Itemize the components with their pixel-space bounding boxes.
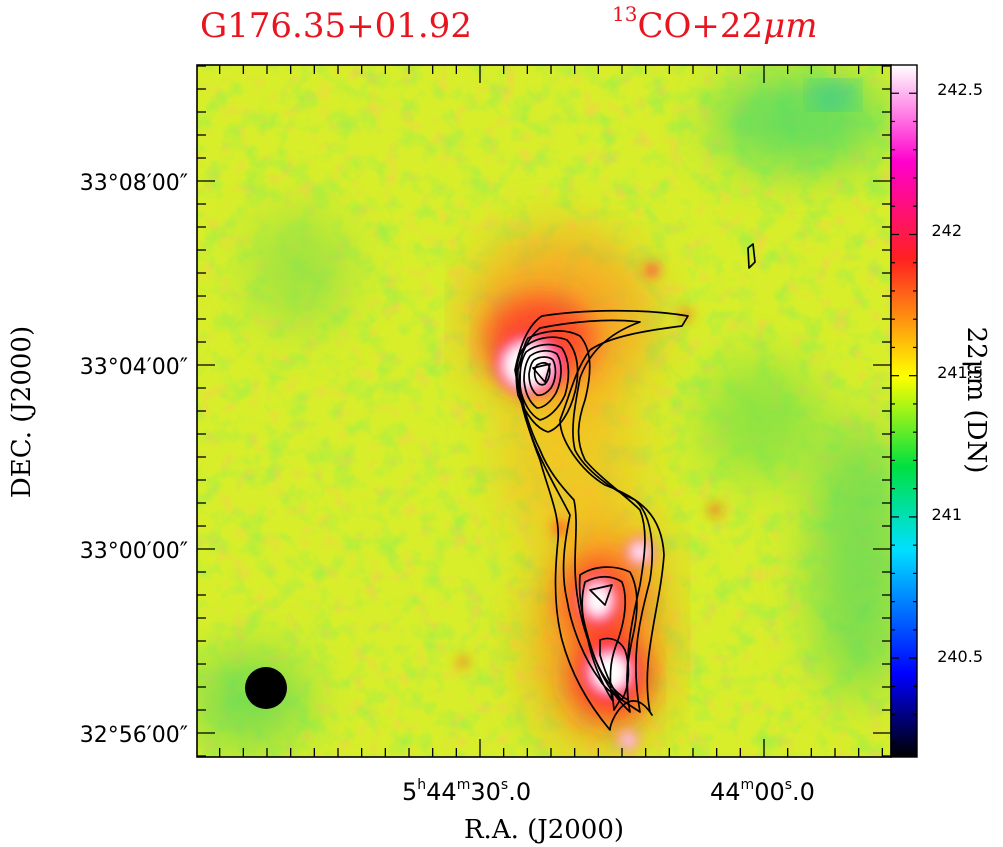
x-tick-marks <box>219 65 883 757</box>
colorbar-label: 22μm (DN) <box>961 327 991 474</box>
colorbar-tick-label: 242 <box>931 221 962 240</box>
tracer-superscript: 13 <box>612 2 638 26</box>
y-tick-label: 32°56′00″ <box>80 723 188 748</box>
x-tick-label: 44m00s.0 <box>710 777 815 806</box>
heatmap-image <box>197 65 891 757</box>
colorbar-tick-label: 241.5 <box>937 363 983 382</box>
colorbar-ticks <box>891 92 917 744</box>
source-name: G176.35+01.92 <box>200 6 472 46</box>
y-tick-marks <box>197 65 891 757</box>
beam-marker <box>245 667 287 709</box>
x-axis-label: R.A. (J2000) <box>464 815 624 845</box>
colorbar-tick-label: 240.5 <box>937 647 983 666</box>
x-tick-label: 5h44m30s.0 <box>402 777 531 806</box>
y-axis-label: DEC. (J2000) <box>7 326 37 498</box>
tracer-unit: μm <box>763 6 818 46</box>
co-contours <box>514 243 756 731</box>
y-tick-label: 33°04′00″ <box>80 355 188 380</box>
tracer-label: CO+22 <box>637 6 764 46</box>
tracer-title: 13CO+22μm <box>612 2 818 46</box>
y-tick-label: 33°00′00″ <box>80 539 188 564</box>
colorbar <box>891 65 917 757</box>
y-tick-label: 33°08′00″ <box>80 171 188 196</box>
colorbar-tick-label: 241 <box>931 505 962 524</box>
colorbar-tick-label: 242.5 <box>937 80 983 99</box>
